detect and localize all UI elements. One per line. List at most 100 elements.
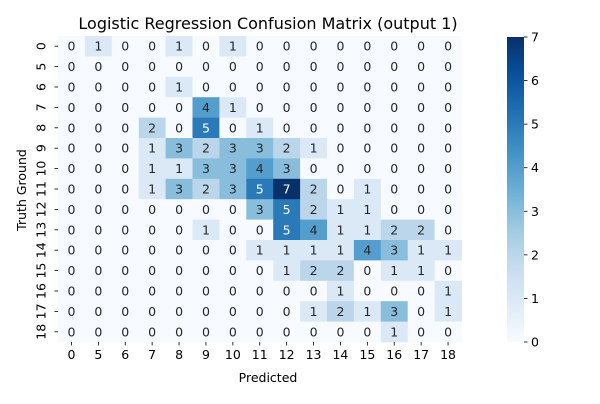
cell-value-label: 0: [336, 161, 344, 176]
heatmap-cell: [273, 76, 301, 98]
cell-value-label: 1: [175, 39, 183, 54]
heatmap-cell: [327, 260, 355, 282]
cell-value-label: 2: [310, 182, 318, 197]
heatmap-cell: [246, 97, 274, 118]
heatmap-cell: [192, 117, 220, 139]
cell-value-label: 0: [94, 202, 102, 217]
cell-value-label: 0: [67, 59, 75, 74]
heatmap-cell: [273, 301, 301, 322]
heatmap-cell: [246, 76, 274, 98]
heatmap-cell: [327, 97, 355, 118]
cell-value-label: 4: [363, 243, 371, 258]
cell-value-label: 0: [444, 324, 452, 339]
heatmap-cell: [192, 219, 220, 241]
cell-value-label: 0: [202, 59, 210, 74]
heatmap-cell: [138, 321, 166, 343]
heatmap-cell: [192, 76, 220, 98]
cell-value-label: 3: [229, 161, 237, 176]
cell-value-label: 5: [256, 182, 264, 197]
cell-value-label: 1: [310, 141, 318, 156]
cell-value-label: 0: [67, 80, 75, 95]
cell-value-label: 0: [67, 304, 75, 319]
heatmap-cell: [58, 36, 86, 57]
heatmap-cell: [246, 240, 274, 261]
cell-value-label: 0: [175, 263, 183, 278]
heatmap-cell: [434, 36, 462, 57]
heatmap-cell: [300, 117, 328, 139]
heatmap-cell: [434, 158, 462, 180]
cell-value-label: 1: [256, 243, 264, 258]
heatmap-cell: [300, 97, 328, 118]
cell-value-label: 0: [175, 202, 183, 217]
heatmap-cell: [327, 280, 355, 302]
heatmap-cell: [138, 219, 166, 241]
cell-value-label: 0: [202, 304, 210, 319]
cell-value-label: 0: [121, 222, 129, 237]
heatmap-cell: [353, 260, 382, 282]
cell-value-label: 3: [202, 161, 210, 176]
cell-value-label: 0: [363, 263, 371, 278]
cell-value-label: 0: [202, 39, 210, 54]
heatmap-cell: [84, 76, 113, 98]
heatmap-cell: [111, 219, 140, 241]
heatmap-cell: [111, 260, 140, 282]
cell-value-label: 5: [283, 222, 291, 237]
cell-value-label: 0: [390, 284, 398, 299]
cell-value-label: 1: [175, 161, 183, 176]
y-tick-label: 6: [34, 83, 49, 91]
heatmap-cell: [353, 36, 382, 57]
cell-value-label: 0: [121, 161, 129, 176]
heatmap-cell: [165, 56, 193, 78]
cell-value-label: 0: [94, 161, 102, 176]
heatmap-cell: [84, 321, 113, 343]
y-tick-label: 13: [34, 222, 49, 238]
cell-value-label: 0: [363, 80, 371, 95]
heatmap-cell: [407, 97, 435, 118]
cell-value-label: 1: [202, 222, 210, 237]
heatmap-cell: [353, 56, 382, 78]
cell-value-label: 0: [390, 100, 398, 115]
cell-value-label: 0: [148, 80, 156, 95]
cell-value-label: 0: [229, 120, 237, 135]
heatmap-cell: [380, 117, 409, 139]
cell-value-label: 3: [390, 304, 398, 319]
y-tick-label: 10: [34, 161, 49, 177]
x-tick-label: 13: [306, 347, 322, 362]
heatmap-cell: [380, 158, 409, 180]
cell-value-label: 1: [390, 263, 398, 278]
heatmap-cell: [138, 280, 166, 302]
heatmap-cell: [273, 56, 301, 78]
cell-value-label: 0: [336, 182, 344, 197]
x-tick-label: 0: [67, 347, 75, 362]
cell-value-label: 3: [175, 182, 183, 197]
cell-value-label: 1: [390, 324, 398, 339]
y-tick-label: 11: [34, 181, 49, 197]
heatmap-cell: [407, 117, 435, 139]
cell-value-label: 0: [121, 263, 129, 278]
heatmap-cell: [58, 76, 86, 98]
heatmap-cell: [273, 260, 301, 282]
heatmap-cell: [219, 301, 247, 322]
cell-value-label: 0: [390, 120, 398, 135]
heatmap-cell: [300, 280, 328, 302]
heatmap-cell: [111, 301, 140, 322]
heatmap-cell: [353, 321, 382, 343]
heatmap-cell: [219, 117, 247, 139]
heatmap-cell: [353, 240, 382, 261]
heatmap-cell: [165, 76, 193, 98]
heatmap-cell: [58, 158, 86, 180]
heatmap-cell: [327, 240, 355, 261]
heatmap-cell: [192, 240, 220, 261]
y-tick-label: 12: [34, 201, 49, 217]
cell-value-label: 2: [310, 202, 318, 217]
heatmap-cell: [380, 240, 409, 261]
heatmap-cell: [407, 199, 435, 220]
cell-value-label: 0: [310, 39, 318, 54]
cell-value-label: 2: [390, 222, 398, 237]
heatmap-cell: [407, 158, 435, 180]
cell-value-label: 1: [363, 304, 371, 319]
heatmap-cell: [219, 321, 247, 343]
heatmap-cell: [407, 280, 435, 302]
